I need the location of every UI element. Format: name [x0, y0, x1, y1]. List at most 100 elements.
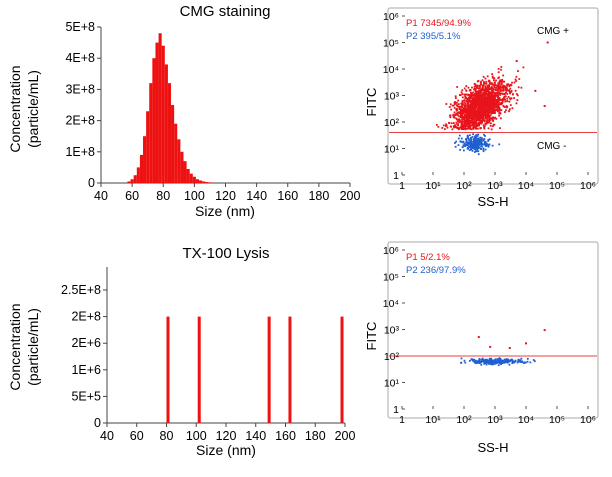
cmg-flow-point	[480, 120, 483, 123]
tx-hist-bar	[166, 316, 170, 423]
tx-flow-point	[520, 360, 523, 363]
tx-flow-point	[486, 361, 488, 364]
cmg-flow-point	[459, 112, 462, 115]
cmg-flow-point	[484, 122, 487, 125]
cmg-flow-point	[500, 92, 503, 95]
cmg-hist-bar	[133, 175, 137, 183]
cmg-hist-bar	[205, 182, 209, 183]
cmg-flow-point	[496, 99, 499, 101]
cmg-flow-point	[468, 115, 471, 118]
cmg-flow-point	[480, 91, 483, 94]
cmg-flow-point	[488, 121, 490, 124]
cmg-hist-bar	[183, 161, 187, 183]
cmg-flow-point	[471, 110, 474, 113]
cmg-flow-point	[484, 123, 487, 126]
cmg-flow-point	[495, 86, 498, 89]
cmg-flow-point	[471, 103, 474, 106]
cmg-flow-point	[472, 108, 475, 111]
cmg-flow-point	[478, 89, 481, 92]
cmg-flow-point	[497, 71, 500, 74]
cmg-flow-point	[453, 106, 456, 109]
cmg-flow-point	[480, 116, 483, 119]
cmg-flow-point	[515, 60, 518, 63]
cmg-flow-x-tick-label: 10⁵	[549, 180, 565, 192]
cmg-flow-point	[475, 141, 477, 144]
cmg-flow-point	[475, 113, 478, 116]
cmg-flow-point	[472, 105, 475, 108]
cmg-flow-point	[471, 86, 473, 89]
cmg-flow-point	[508, 85, 511, 88]
cmg-flow-point	[497, 87, 499, 90]
cmg-flow-point	[481, 143, 484, 146]
cmg-flow-point	[467, 125, 470, 128]
cmg-flow-point	[485, 80, 488, 83]
cmg-flow-point	[445, 103, 448, 105]
cmg-flow-point	[494, 91, 496, 94]
tx-flow-point	[525, 342, 527, 345]
cmg-flow-point	[490, 117, 493, 119]
cmg-hist-x-tick-label: 80	[156, 189, 170, 203]
tx-flow-point	[521, 360, 524, 363]
cmg-hist-x-tick-label: 140	[246, 189, 267, 203]
cmg-hist-bar	[174, 123, 178, 183]
cmg-flow-point	[492, 107, 494, 110]
cmg-flow-point	[477, 123, 479, 126]
tx-flow-x-tick-label: 10⁵	[549, 414, 565, 426]
cmg-flow-point	[481, 118, 484, 121]
cmg-flow-point	[481, 103, 484, 106]
cmg-flow-point	[451, 128, 454, 131]
cmg-flow-point	[480, 141, 482, 144]
cmg-flow-point	[500, 109, 503, 112]
cmg-flow-point	[474, 88, 477, 91]
cmg-flow-point	[497, 101, 500, 104]
cmg-flow-point	[496, 101, 499, 104]
cmg-flow-point	[506, 84, 508, 87]
cmg-flow-point	[487, 98, 490, 100]
tx-flow-point	[504, 358, 506, 361]
cmg-flow-point	[477, 112, 480, 115]
cmg-flow-point	[472, 115, 475, 118]
cmg-flow-point	[491, 75, 494, 78]
cmg-flow-point	[465, 117, 468, 120]
cmg-flow-point	[461, 120, 464, 123]
cmg-flow-point	[473, 137, 476, 140]
cmg-flow-point	[471, 116, 474, 119]
tx-flow-point	[492, 361, 495, 364]
cmg-flow-point	[486, 84, 489, 87]
cmg-flow-point	[481, 112, 484, 115]
cmg-flow-point	[466, 127, 469, 130]
cmg-flow-point	[510, 90, 513, 93]
cmg-flow-point	[453, 101, 456, 104]
cmg-flow-point	[476, 85, 479, 88]
cmg-flow-point	[498, 85, 501, 88]
cmg-flow-point	[458, 107, 461, 110]
cmg-flow-point	[470, 148, 472, 151]
cmg-flow-point	[490, 92, 493, 94]
cmg-flow-point	[506, 97, 509, 100]
cmg-flow-point	[473, 100, 476, 103]
cmg-flow-point	[476, 127, 479, 130]
cmg-flow-point	[461, 89, 464, 92]
cmg-flow-point	[474, 102, 477, 105]
cmg-flow-point	[476, 108, 479, 111]
cmg-flow-point	[517, 86, 520, 89]
tx-flow-point	[500, 359, 502, 362]
cmg-flow-point	[445, 125, 447, 127]
cmg-flow-point	[486, 94, 489, 97]
cmg-flow-point	[461, 112, 464, 115]
cmg-flow-point	[492, 91, 495, 94]
cmg-flow-point	[483, 103, 485, 106]
cmg-flow-point	[499, 127, 501, 130]
cmg-flow-point	[488, 143, 491, 146]
cmg-flow-point	[483, 91, 486, 93]
tx-flow-point	[523, 361, 526, 364]
tx-flow-point	[516, 361, 519, 364]
tx-hist-y-ticks: 0 5E+5 1E+6 2E+6 2E+8 2.5E+8	[61, 283, 107, 430]
cmg-flow-point	[481, 114, 484, 117]
tx-flow-xlabel: SS-H	[477, 440, 508, 455]
cmg-flow-point	[472, 133, 475, 136]
cmg-flow-point	[477, 142, 480, 145]
cmg-flow-point	[495, 102, 498, 105]
cmg-flow-point	[482, 124, 485, 127]
cmg-flow-point	[509, 98, 512, 101]
